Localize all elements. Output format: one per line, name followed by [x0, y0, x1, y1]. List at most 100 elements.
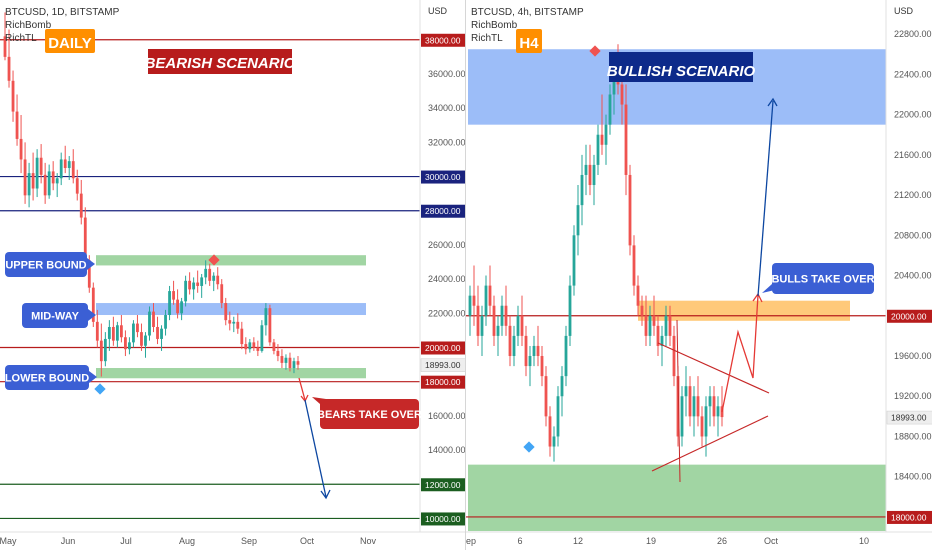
candle-body [512, 335, 516, 357]
candle-body [676, 376, 680, 437]
callout-upper-bound-box [5, 252, 87, 277]
candle-body [91, 287, 95, 322]
y-tick-label: 21600.00 [894, 150, 932, 160]
x-tick-label: Oct [764, 536, 779, 546]
candle-body [556, 396, 560, 437]
y-tick-label: 21200.00 [894, 190, 932, 200]
timeframe-badge-label: H4 [519, 35, 539, 52]
candle-body [712, 396, 716, 417]
candle-body [160, 328, 163, 339]
zone-mid [96, 303, 366, 316]
candle-body [624, 104, 628, 175]
bear-arrow-blue-head [320, 489, 331, 500]
daily-chart-panel[interactable]: USD 14000.00 16000.00 22000.00 24000.00 26000… [0, 0, 470, 550]
last-price-tag-label: 18993.00 [891, 413, 927, 423]
candle-body [83, 217, 87, 261]
callout-bears-take-over-pointer [312, 397, 326, 404]
h4-chart[interactable]: USD 18400.00 18800.00 19200.00 19600.00 20400… [466, 0, 932, 550]
scenario-label: BULLISH SCENARIO [607, 63, 756, 80]
bear-arrow-red [298, 377, 306, 401]
price-line-tag-label: 20000.00 [891, 311, 927, 321]
candle-body [27, 173, 31, 196]
candle-body [43, 174, 47, 196]
y-tick-label: 20800.00 [894, 230, 932, 240]
y-tick-label: 16000.00 [428, 411, 466, 421]
candle-body [180, 301, 184, 314]
candle-body [480, 315, 484, 336]
candle-body [632, 245, 636, 286]
last-price-tag-label: 18993.00 [425, 360, 461, 370]
candle-body [292, 361, 296, 369]
candle-body [200, 277, 204, 286]
h4-indicator-richbomb[interactable]: RichBomb [471, 20, 518, 31]
callout-bulls-take-over-pointer [762, 284, 775, 293]
spike-line [676, 319, 681, 483]
candle-body [552, 436, 556, 447]
h4-chart-header: BTCUSD, 4h, BITSTAMP RichBomb RichTL [471, 6, 584, 45]
candle-body [488, 285, 492, 306]
candle-body [208, 268, 212, 281]
candle-body [67, 161, 71, 168]
candle-body [560, 376, 564, 397]
bull-arrow-blue-head [767, 97, 778, 107]
candle-body [79, 193, 83, 218]
candle-body [164, 315, 167, 329]
callout-mid-way-box [22, 303, 88, 328]
y-tick-label: 18800.00 [894, 431, 932, 441]
panel-divider[interactable] [465, 0, 466, 550]
candle-body [256, 347, 260, 351]
callout-lower-bound-pointer [89, 371, 97, 383]
h4-chart-panel[interactable]: USD 18400.00 18800.00 19200.00 19600.00 20400… [466, 0, 932, 550]
x-tick-label: 10 [859, 536, 869, 546]
candle-body [156, 326, 159, 339]
candle-body [192, 282, 196, 290]
candle-body [576, 205, 580, 236]
candle-body [15, 111, 19, 139]
price-line-tag-label: 20000.00 [425, 343, 461, 353]
candle-body [600, 134, 604, 145]
candle-body [532, 345, 536, 357]
price-axis-unit: USD [428, 6, 448, 16]
candle-body [596, 134, 600, 165]
bear-arrow-blue [304, 399, 327, 498]
candle-body [496, 325, 500, 336]
price-line-tag-label: 30000.00 [425, 172, 461, 182]
y-tick-label: 20400.00 [894, 271, 932, 281]
callout-bears-take-over-label: BEARS TAKE OVER [317, 409, 422, 421]
zone-upper [96, 255, 366, 266]
candle-body [584, 164, 588, 175]
y-tick-label: 19600.00 [894, 351, 932, 361]
candle-body [524, 335, 528, 367]
candle-body [528, 356, 532, 367]
triangle-upper-line [657, 342, 770, 394]
candle-body [708, 396, 712, 407]
candle-body [260, 325, 264, 351]
candle-body [716, 406, 720, 417]
x-tick-label: May [0, 536, 17, 546]
price-line-tag [887, 309, 932, 323]
h4-symbol-line: BTCUSD, 4h, BITSTAMP [471, 7, 584, 18]
candle-body [540, 356, 544, 377]
candle-body [19, 138, 23, 160]
candle-body [516, 315, 520, 336]
candle-body [592, 164, 596, 186]
h4-indicator-richtl[interactable]: RichTL [471, 33, 503, 44]
candle-body [704, 406, 708, 437]
callout-upper-bound-label: UPPER BOUND [5, 260, 86, 272]
candle-body [608, 94, 612, 125]
candle-body [172, 291, 175, 300]
daily-indicator-richbomb[interactable]: RichBomb [5, 20, 52, 31]
candle-body [288, 357, 292, 369]
candle-body [492, 305, 496, 336]
candle-body [3, 36, 7, 57]
daily-chart[interactable]: USD 14000.00 16000.00 22000.00 24000.00 26000… [0, 0, 470, 550]
x-tick-label: Jun [61, 536, 76, 546]
candle-body [75, 178, 79, 194]
candle-body [620, 84, 624, 105]
daily-indicator-richtl[interactable]: RichTL [5, 33, 37, 44]
price-line-tag-label: 10000.00 [425, 514, 461, 524]
candle-body [588, 164, 592, 186]
price-line-tag [421, 512, 467, 526]
high-marker-diamond [589, 45, 601, 57]
candle-body [612, 74, 616, 95]
